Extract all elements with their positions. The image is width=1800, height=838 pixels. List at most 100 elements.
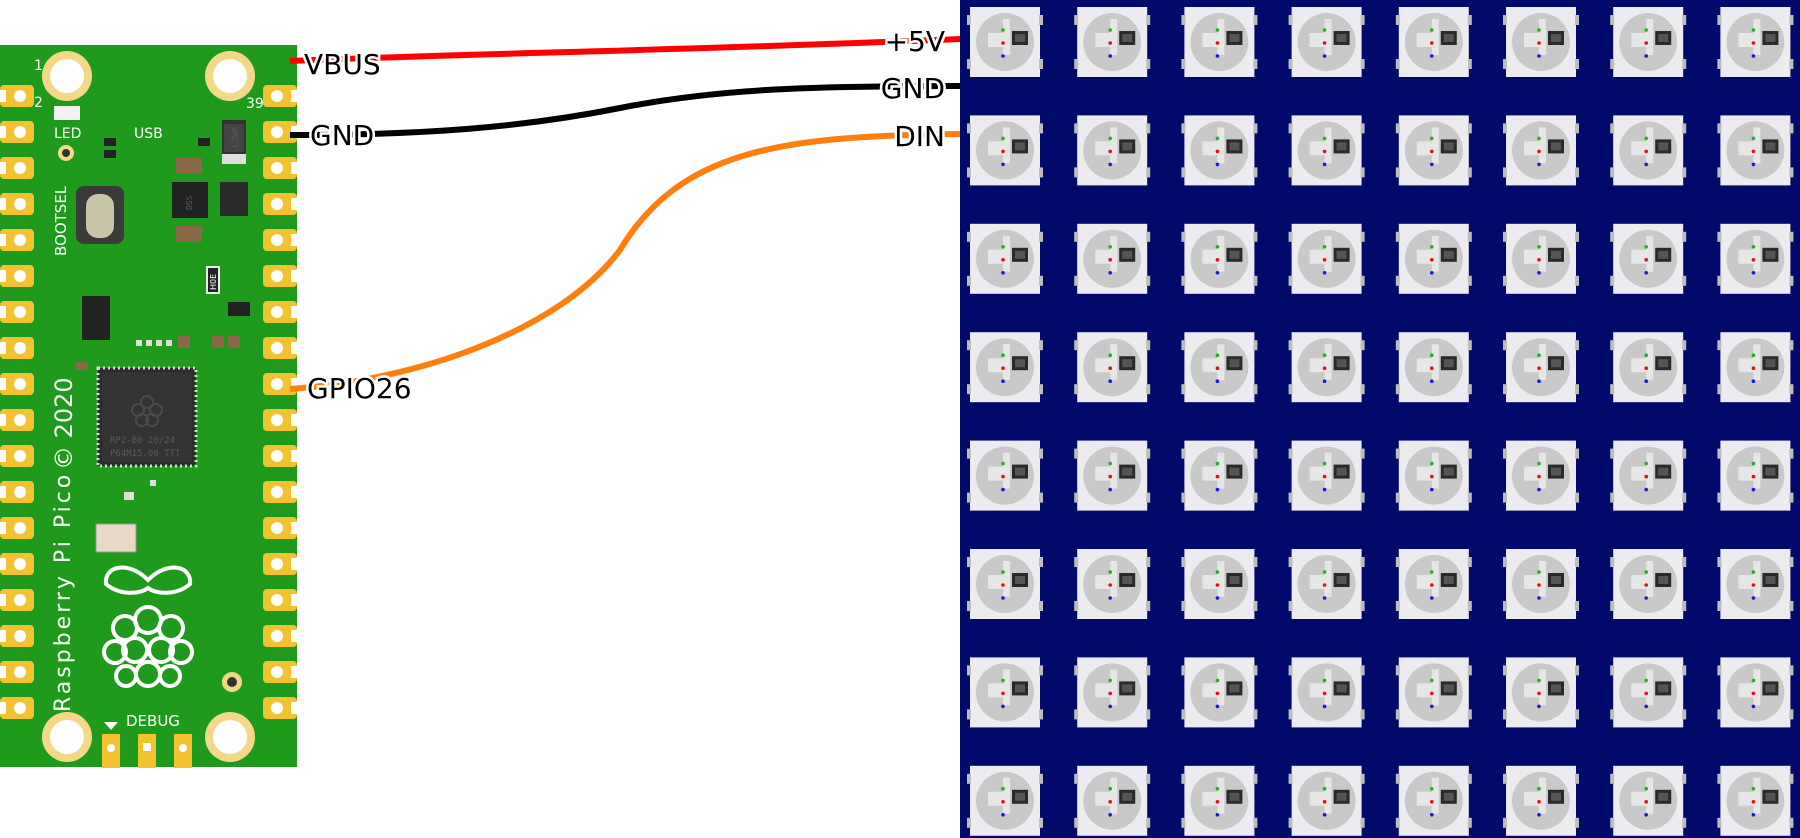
- led-pixel: [1074, 7, 1151, 77]
- led-pixel: [1610, 223, 1687, 294]
- led-pixel: [1181, 549, 1258, 619]
- led-pixel: [1074, 223, 1151, 294]
- led-pixel: [1181, 7, 1258, 77]
- crystal-component: H0E: [206, 266, 220, 294]
- pin-pad: [0, 445, 34, 467]
- led-pixel: [1395, 332, 1472, 403]
- led-pixel: [967, 657, 1043, 728]
- pin-pad: [0, 553, 34, 575]
- led-pixel: [1503, 115, 1579, 186]
- inductor: [220, 182, 248, 216]
- pin-pad: [0, 121, 34, 143]
- led-pixel: [967, 440, 1043, 511]
- led-pixel: [1717, 7, 1794, 77]
- pico-pin-pads: [0, 85, 303, 719]
- raspberry-pi-logo-icon: [102, 565, 194, 688]
- pin-pad: [0, 625, 34, 647]
- smd-capacitor: [176, 158, 202, 174]
- smd-resistor: [198, 138, 210, 146]
- led-pixel: [1288, 765, 1365, 836]
- passive-row: [76, 336, 240, 370]
- led-pixel: [1288, 549, 1365, 619]
- led-pixel: [1717, 223, 1794, 294]
- led-pixel: [1503, 7, 1579, 77]
- smd-capacitor: [176, 226, 202, 242]
- pin-pad: [0, 157, 34, 179]
- pin-pad: [0, 589, 34, 611]
- mounting-hole: [42, 51, 92, 101]
- led-pixel: [967, 223, 1043, 294]
- pin-pad: [0, 193, 34, 215]
- wire-vbus: [289, 36, 961, 64]
- label-vbus: VBUS: [304, 48, 381, 81]
- led-pixel: [1181, 765, 1258, 836]
- led-pixel: [1074, 115, 1151, 186]
- led-pixel: [1074, 440, 1151, 511]
- pin-pad: [263, 157, 303, 179]
- crystal-oscillator: [95, 523, 137, 553]
- pin-pad: [263, 85, 303, 107]
- mounting-hole: [205, 51, 255, 101]
- wire-gnd: [289, 83, 961, 138]
- label-gnd-matrix: GND: [881, 72, 945, 105]
- flash-chip: [82, 296, 110, 340]
- led-pixel: [967, 549, 1043, 619]
- mounting-hole: [42, 712, 92, 762]
- pin-pad: [263, 301, 303, 323]
- dcdc-chip: DSS: [172, 182, 208, 218]
- pin-pad: [0, 337, 34, 359]
- led-pixel: [1181, 440, 1258, 511]
- led-pixel: [967, 765, 1043, 836]
- pin-pad: [0, 301, 34, 323]
- led-pixel: [1503, 440, 1579, 511]
- svg-text:H0E: H0E: [209, 274, 218, 290]
- led-pixel: [1288, 440, 1365, 511]
- smd-resistor: [150, 480, 156, 486]
- wire-labels: VBUS GND GPIO26 +5V GND DIN: [302, 23, 948, 408]
- led-pixel: [1717, 440, 1794, 511]
- led-pixel: [1181, 657, 1258, 728]
- label-din: DIN: [894, 120, 945, 153]
- led-pixel: [1074, 332, 1151, 403]
- pin-pad: [263, 265, 303, 287]
- led-pixel: [1503, 765, 1579, 836]
- pin-pad: [263, 481, 303, 503]
- led-pixel: [1717, 657, 1794, 728]
- debug-pins: [102, 734, 192, 768]
- pin-pad: [263, 589, 303, 611]
- led-pixel: [1610, 657, 1687, 728]
- pin-pad: [0, 697, 34, 719]
- pin-pad: [0, 409, 34, 431]
- led-pixel: [1288, 7, 1365, 77]
- led-pixel: [1610, 115, 1687, 186]
- pin-number-39: 39: [246, 96, 264, 112]
- led-pixel: [1181, 115, 1258, 186]
- smd-resistor: [104, 138, 116, 146]
- pin-pad: [0, 85, 34, 107]
- led-pixel: [1610, 7, 1687, 77]
- led-pixel: [1395, 223, 1472, 294]
- led-pixel: [967, 115, 1043, 186]
- pin-pad: [0, 229, 34, 251]
- bootsel-label: BOOTSEL: [52, 185, 70, 256]
- pin-pad: [263, 409, 303, 431]
- led-pixel: [1395, 440, 1472, 511]
- smd-resistor: [124, 492, 134, 500]
- led-pixel: [1717, 549, 1794, 619]
- led-pixel: [1288, 115, 1365, 186]
- mounting-hole: [205, 712, 255, 762]
- transistor: [228, 302, 250, 316]
- wire-gpio26: [289, 131, 961, 392]
- pin-pad: [0, 661, 34, 683]
- matrix-pixels: [967, 7, 1794, 836]
- svg-text:L2WK: L2WK: [231, 126, 241, 148]
- led-pixel: [1181, 332, 1258, 403]
- led-pixel: [1717, 765, 1794, 836]
- pin-number-1: 1: [34, 58, 43, 74]
- led-pixel: [1074, 765, 1151, 836]
- led-pixel: [1181, 223, 1258, 294]
- pin-pad: [263, 517, 303, 539]
- debug-arrow-icon: [104, 722, 118, 730]
- led-pixel: [1395, 657, 1472, 728]
